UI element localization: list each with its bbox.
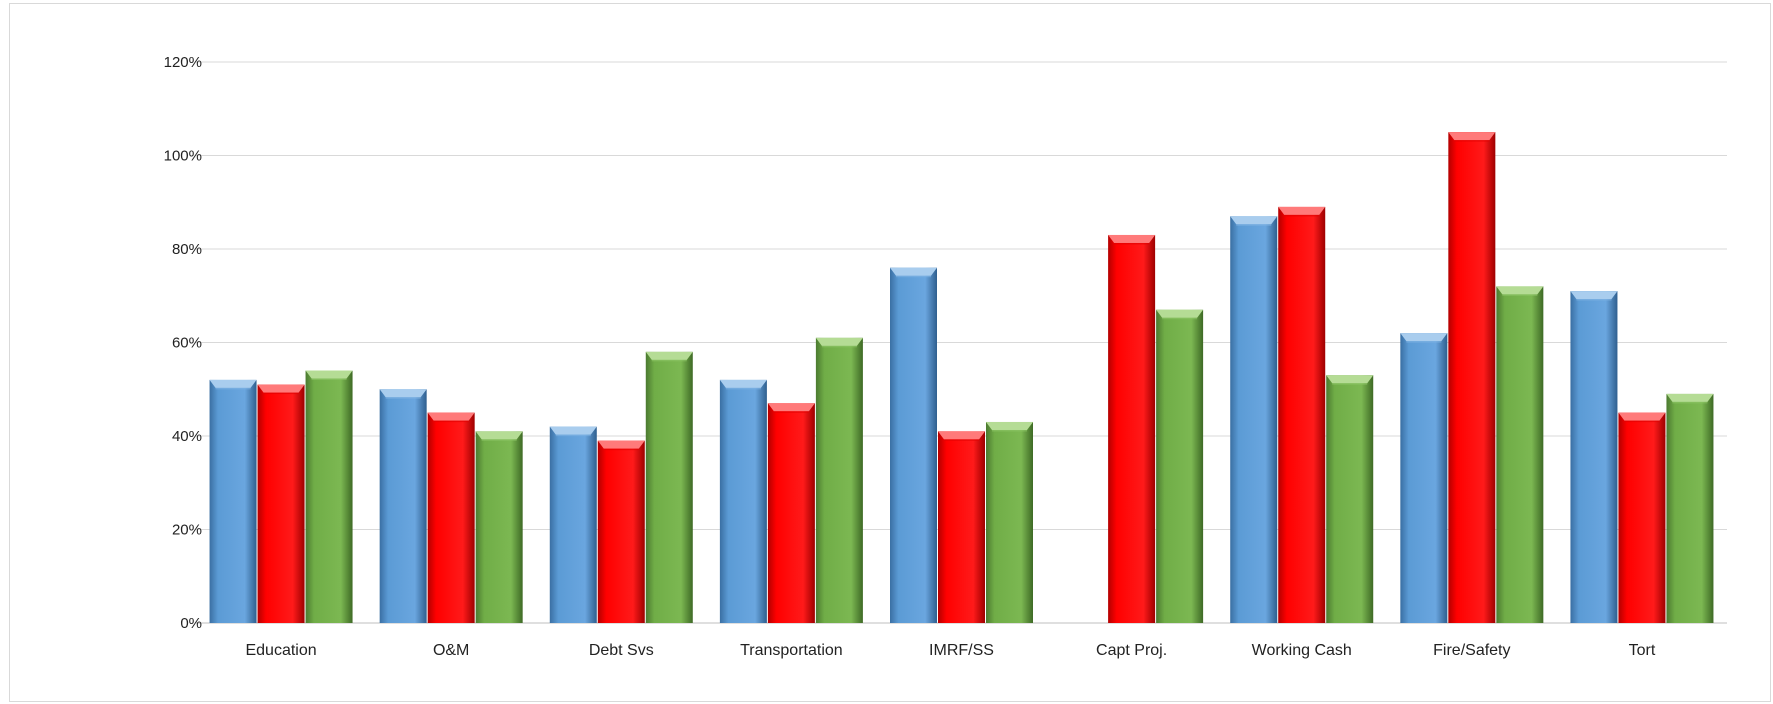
bar xyxy=(305,370,353,623)
bar xyxy=(645,351,693,623)
bar xyxy=(890,267,937,623)
x-tick-label: IMRF/SS xyxy=(929,642,994,659)
x-tick-label: Working Cash xyxy=(1252,642,1352,659)
y-tick-label: 120% xyxy=(164,54,202,71)
x-tick-label: Education xyxy=(245,642,316,659)
bar xyxy=(1156,309,1204,623)
x-tick-label: Fire/Safety xyxy=(1433,642,1510,659)
y-tick-label: 40% xyxy=(172,428,202,445)
bar xyxy=(1400,333,1448,623)
bar xyxy=(767,403,815,623)
bar xyxy=(597,440,645,623)
y-tick-label: 60% xyxy=(172,335,202,352)
bar xyxy=(549,426,597,623)
x-tick-label: Debt Svs xyxy=(589,642,654,659)
bar xyxy=(257,384,305,623)
bar xyxy=(1496,286,1544,623)
bar xyxy=(379,389,427,623)
y-tick-label: 80% xyxy=(172,241,202,258)
x-tick-label: Capt Proj. xyxy=(1096,642,1167,659)
bar xyxy=(427,412,475,623)
bar xyxy=(475,431,523,623)
bar xyxy=(1570,291,1618,623)
bar xyxy=(719,379,767,623)
bar xyxy=(1666,393,1714,623)
bar xyxy=(209,379,257,623)
y-tick-label: 100% xyxy=(164,148,202,165)
bar xyxy=(1230,216,1278,623)
bar xyxy=(1618,412,1666,623)
y-tick-label: 20% xyxy=(172,522,202,539)
bar xyxy=(815,337,863,623)
bar xyxy=(938,431,985,623)
bar xyxy=(1278,206,1326,624)
y-tick-label: 0% xyxy=(180,615,202,632)
x-tick-label: O&M xyxy=(433,642,469,659)
bar xyxy=(1108,234,1156,623)
bars xyxy=(209,132,1714,624)
x-tick-label: Transportation xyxy=(740,642,843,659)
axes: 0% 20% 40% 60% 80% 100% 120% Education O&M Debt S… xyxy=(164,54,1656,659)
x-tick-label: Tort xyxy=(1629,642,1656,659)
bar xyxy=(1326,375,1374,623)
bar xyxy=(986,421,1033,623)
bar xyxy=(1448,132,1496,623)
